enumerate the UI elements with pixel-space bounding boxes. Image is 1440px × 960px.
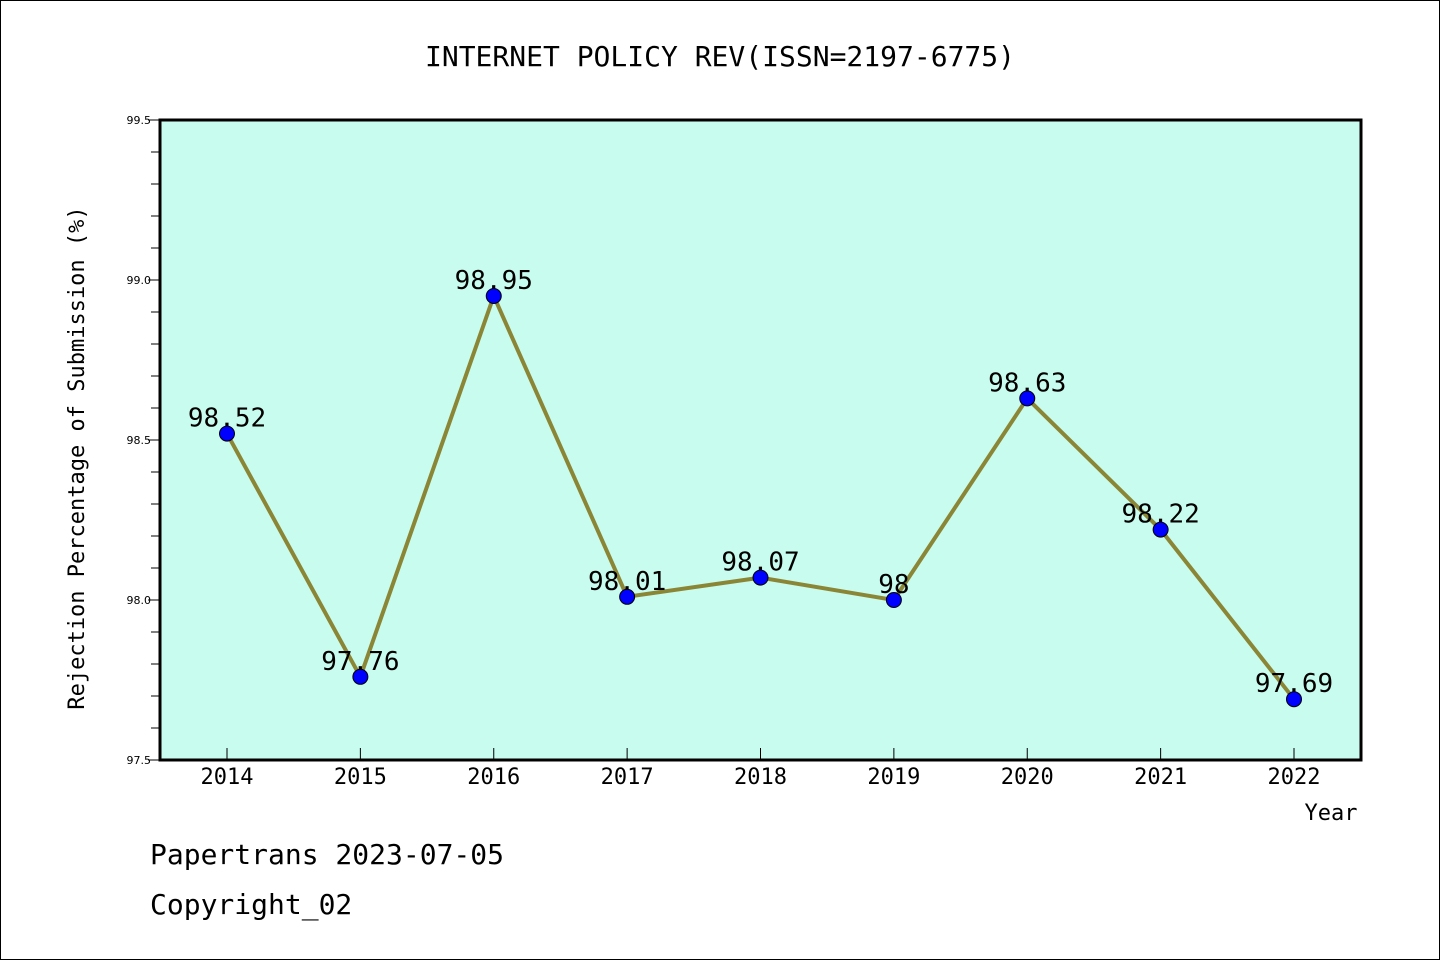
- y-tick-label: 98.5: [127, 434, 152, 447]
- data-point: [1286, 691, 1302, 708]
- x-tick-label: 2022: [1268, 765, 1321, 790]
- data-point: [485, 288, 502, 304]
- x-tick-label: 2015: [334, 765, 387, 790]
- x-tick-label: 2016: [467, 765, 520, 790]
- data-point: [352, 668, 369, 685]
- chart-title: INTERNET POLICY REV(ISSN=2197-6775): [425, 40, 1015, 73]
- data-labels: 98.52 97.76 98.95 98.01 98.07 98 98.63 98.22 97.…: [188, 266, 1333, 699]
- y-tick-label: 98.0: [127, 594, 152, 607]
- x-axis-label: Year: [1305, 801, 1358, 826]
- x-tick-label: 2017: [601, 765, 654, 790]
- data-label: 98: [878, 570, 909, 600]
- x-tick-label: 2020: [1001, 765, 1054, 790]
- y-tick-label: 99.0: [127, 274, 152, 287]
- plot-border: [158, 118, 1363, 762]
- data-point: [885, 592, 902, 608]
- y-tick-label: 97.5: [127, 754, 152, 767]
- x-axis-ticks: 2014 2015 2016 2017 2018 2019 2020 2021 2022: [201, 748, 1321, 790]
- data-label: 98.95: [455, 266, 533, 296]
- data-point: [219, 425, 235, 442]
- x-tick-label: 2018: [734, 765, 787, 790]
- footer-date: Papertrans 2023-07-05: [150, 838, 504, 871]
- y-axis-label: Rejection Percentage of Submission (%): [65, 206, 90, 709]
- y-axis-ticks: 97.5 98.0 98.5 99.0 99.5: [127, 114, 160, 767]
- data-label: 98.52: [188, 404, 266, 434]
- data-label: 98.07: [721, 548, 799, 578]
- y-tick-label: 99.5: [127, 114, 152, 127]
- data-point: [1019, 390, 1036, 407]
- x-tick-label: 2014: [201, 765, 254, 790]
- x-tick-label: 2021: [1134, 765, 1187, 790]
- data-label: 98.63: [988, 368, 1066, 398]
- data-label: 98.22: [1121, 500, 1199, 530]
- data-label: 97.69: [1255, 669, 1333, 699]
- data-point: [1152, 521, 1169, 538]
- plot-area: [160, 120, 1361, 760]
- data-label: 98.01: [588, 567, 666, 597]
- footer-copyright: Copyright_02: [150, 888, 352, 922]
- data-markers: [219, 288, 1302, 708]
- x-tick-label: 2019: [867, 765, 920, 790]
- data-label: 97.76: [321, 647, 399, 677]
- data-point: [752, 569, 769, 586]
- data-point: [619, 588, 636, 605]
